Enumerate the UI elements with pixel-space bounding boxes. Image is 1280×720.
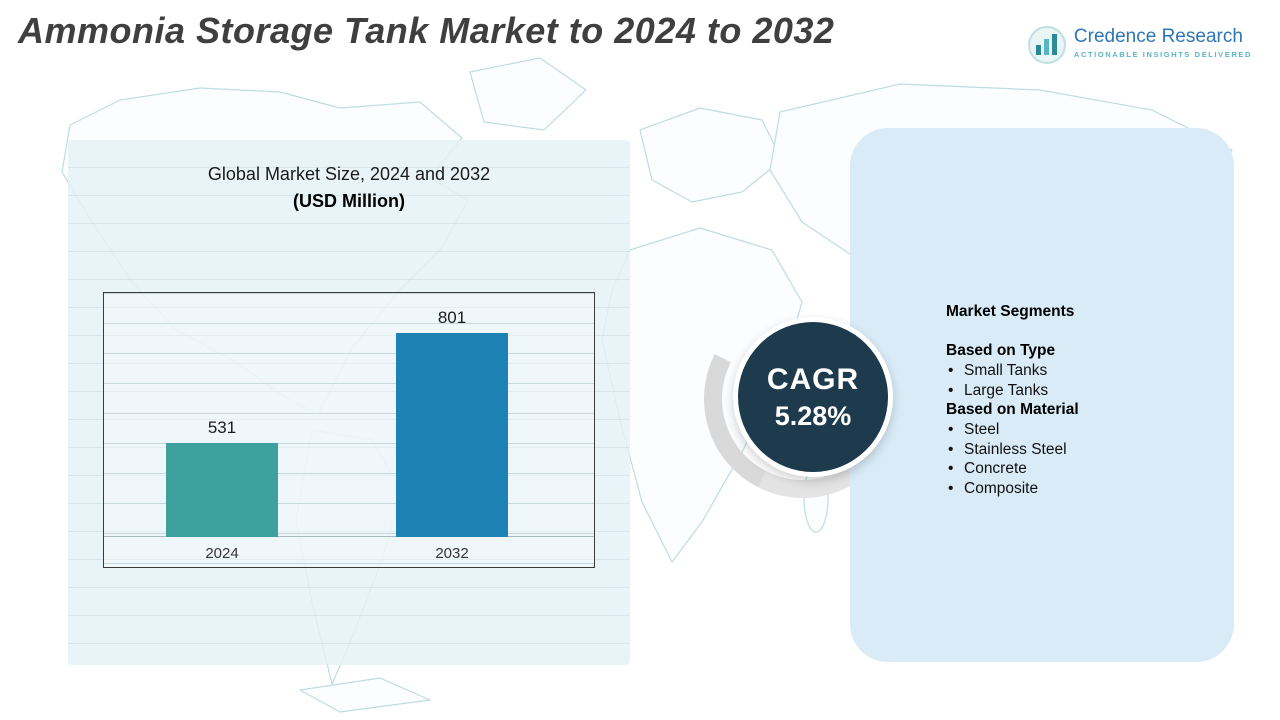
cagr-badge: CAGR 5.28% [733, 317, 893, 477]
bar-fill-2024 [166, 443, 278, 537]
segment-item-label: Stainless Steel [964, 440, 1067, 458]
chart-panel: Global Market Size, 2024 and 2032 (USD M… [68, 140, 630, 665]
segment-item: • Concrete [946, 459, 1204, 479]
chart-subtitle: (USD Million) [293, 191, 405, 211]
brand-logo: Credence Research Actionable Insights De… [1027, 26, 1252, 64]
segment-item: • Steel [946, 420, 1204, 440]
x-axis-label-2032: 2032 [435, 545, 469, 562]
segments-heading: Market Segments [946, 303, 1075, 320]
bar-2024: 531 [166, 418, 278, 537]
segment-group-type: Based on Type • Small Tanks • Large Tanks [946, 341, 1204, 400]
segment-item-label: Large Tanks [964, 381, 1049, 399]
cagr-value: 5.28% [774, 400, 852, 431]
bullet-icon: • [948, 479, 954, 497]
segment-item-list: • Steel • Stainless Steel • Concrete • Composit… [946, 420, 1204, 498]
chart-baseline [104, 536, 594, 537]
logo-text: Credence Research Actionable Insights De… [1074, 26, 1252, 59]
cagr-label: CAGR [766, 362, 860, 396]
segment-item: • Composite [946, 479, 1204, 499]
segment-item-label: Steel [964, 421, 1000, 438]
bullet-icon: • [948, 381, 954, 399]
segment-item: • Small Tanks [946, 361, 1204, 381]
page-title: Ammonia Storage Tank Market to 2024 to 2… [18, 10, 835, 51]
bullet-icon: • [948, 440, 954, 458]
segment-group-heading: Based on Material [946, 401, 1079, 418]
bar-fill-2032 [396, 333, 508, 537]
segment-group-heading: Based on Type [946, 342, 1056, 359]
segment-item-label: Concrete [964, 460, 1027, 477]
segment-item: • Large Tanks [946, 381, 1204, 401]
bar-chart-logo-icon [1027, 26, 1066, 64]
chart-title: Global Market Size, 2024 and 2032 [207, 164, 491, 184]
segment-item-list: • Small Tanks • Large Tanks [946, 361, 1204, 400]
bar-chart: 531 801 2024 2032 [103, 292, 595, 568]
market-segments-panel: Market Segments Based on Type • Small Tan… [850, 128, 1234, 662]
logo-name: Credence Research [1073, 26, 1243, 47]
logo-tagline: Actionable Insights Delivered [1073, 50, 1252, 59]
bar-value-label: 801 [437, 308, 467, 327]
bar-2032: 801 [396, 308, 508, 537]
segment-item-label: Composite [964, 479, 1039, 497]
segment-item-label: Small Tanks [964, 362, 1048, 379]
bar-value-label: 531 [207, 418, 237, 437]
x-axis-label-2024: 2024 [205, 545, 239, 562]
bullet-icon: • [948, 460, 954, 477]
bullet-icon: • [948, 421, 954, 438]
segment-item: • Stainless Steel [946, 440, 1204, 460]
segment-group-material: Based on Material • Steel • Stainless Steel… [946, 400, 1204, 498]
bullet-icon: • [948, 362, 954, 379]
